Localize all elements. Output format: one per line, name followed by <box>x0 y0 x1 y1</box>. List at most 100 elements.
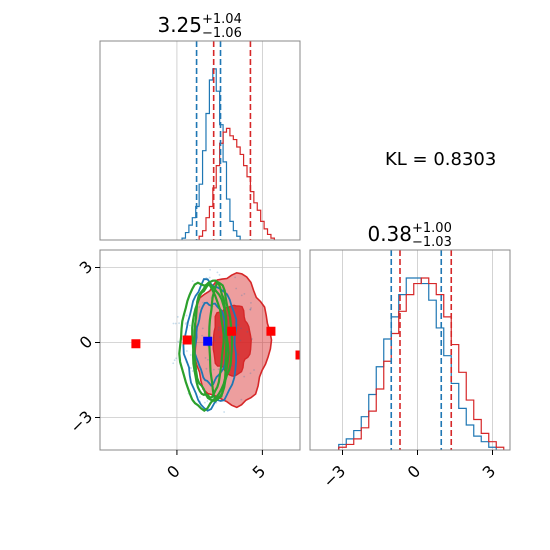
scatter-dot <box>214 339 217 342</box>
scatter-dot <box>208 290 210 293</box>
scatter-dot <box>217 326 220 329</box>
scatter-dot <box>218 274 221 276</box>
scatter-dot <box>231 364 234 367</box>
histogram-red <box>198 127 275 240</box>
scatter-dot <box>198 306 201 308</box>
scatter-dot <box>178 322 180 325</box>
panel-param2-grid <box>342 250 493 450</box>
scatter-dot <box>234 276 237 279</box>
blue-point-0 <box>203 336 213 346</box>
scatter-dot <box>188 324 191 327</box>
kl-label: KL = 0.8303 <box>385 149 496 170</box>
panel-param2-frame <box>309 249 511 451</box>
panel-param1-quantile-lines <box>195 41 252 240</box>
x-tick-label-0: 0 <box>163 461 184 482</box>
scatter-dot <box>237 324 240 326</box>
scatter-dot <box>190 367 192 369</box>
joint-green-contours <box>178 279 234 412</box>
scatter-dot <box>250 301 252 304</box>
scatter-dot <box>240 398 243 401</box>
scatter-dot <box>185 321 188 324</box>
scatter-dot <box>235 287 238 290</box>
scatter-dot <box>217 368 220 371</box>
panel-param2-marginal: −3 0 3 0.38 +1.00 −1.03 <box>309 221 511 492</box>
scatter-dot <box>208 276 211 279</box>
scatter-dot <box>185 350 188 352</box>
red-point-1 <box>182 335 192 345</box>
scatter-dot <box>189 354 192 356</box>
scatter-dot <box>253 369 255 371</box>
scatter-dot <box>249 308 252 311</box>
scatter-dot <box>177 340 180 343</box>
panel-param1-series <box>181 68 275 240</box>
scatter-dot <box>199 396 201 398</box>
joint-y-ticks: −3 0 3 <box>66 257 100 437</box>
scatter-dot <box>191 280 194 282</box>
scatter-dot <box>239 339 242 342</box>
scatter-dot <box>249 308 252 311</box>
panel-param1-frame <box>99 40 301 241</box>
scatter-dot <box>176 315 179 318</box>
scatter-dot <box>205 367 208 370</box>
panel-param1-title-upper: +1.04 <box>202 12 242 27</box>
y-tick-label-0: −3 <box>66 407 96 437</box>
y-tick-label-1: 0 <box>76 332 97 353</box>
panel-param1-title-lower: −1.06 <box>202 26 242 41</box>
scatter-dot <box>191 370 194 372</box>
scatter-dot <box>234 307 237 310</box>
scatter-dot <box>243 375 246 378</box>
histogram-red <box>338 277 505 450</box>
panel-param2-series <box>338 277 505 450</box>
scatter-dot <box>172 362 175 365</box>
green-contour-0 <box>191 283 225 399</box>
scatter-dot <box>206 400 209 402</box>
panel-param2-quantile-lines <box>390 250 453 450</box>
scatter-dot <box>207 358 209 361</box>
red-point-4 <box>295 350 300 360</box>
scatter-dot <box>216 271 219 274</box>
x-tick-label-1: 0 <box>404 461 425 482</box>
scatter-dot <box>240 327 242 330</box>
panel-param1-marginal: 3.25 +1.04 −1.06 <box>99 12 301 241</box>
scatter-dot <box>250 307 252 309</box>
scatter-dot <box>201 327 204 330</box>
scatter-dot <box>240 294 243 297</box>
scatter-dot <box>243 292 246 295</box>
scatter-dot <box>202 301 204 304</box>
scatter-dot <box>251 338 253 340</box>
scatter-dot <box>223 411 226 413</box>
scatter-dot <box>173 359 176 362</box>
scatter-dot <box>204 401 206 404</box>
scatter-dot <box>172 322 175 325</box>
scatter-dot <box>204 357 207 359</box>
red-point-0 <box>131 339 141 349</box>
scatter-dot <box>237 353 240 356</box>
scatter-dot <box>227 314 229 317</box>
scatter-dot <box>246 330 249 333</box>
panel-param2-title-median: 0.38 <box>367 222 412 246</box>
red-point-2 <box>227 326 237 336</box>
scatter-dot <box>184 323 187 325</box>
panel-param1-title-median: 3.25 <box>157 13 202 37</box>
panel-joint-content <box>131 268 300 413</box>
scatter-dot <box>212 368 215 371</box>
scatter-dot <box>249 372 252 375</box>
scatter-dot <box>174 322 177 325</box>
x-tick-label-1: 5 <box>249 461 270 482</box>
x-tick-label-0: −3 <box>319 461 349 491</box>
y-tick-label-2: 3 <box>76 257 97 278</box>
scatter-dot <box>209 268 211 271</box>
histogram-blue <box>181 68 241 240</box>
joint-points <box>131 326 300 360</box>
panel-joint-frame <box>99 249 301 451</box>
scatter-dot <box>201 334 204 337</box>
panel-param2-title-upper: +1.00 <box>412 221 452 236</box>
x-tick-label-2: 3 <box>479 461 500 482</box>
param2-x-ticks: −3 0 3 <box>319 450 499 492</box>
scatter-dot <box>219 336 221 339</box>
scatter-dot <box>175 357 178 360</box>
panel-param1-grid <box>176 41 263 240</box>
